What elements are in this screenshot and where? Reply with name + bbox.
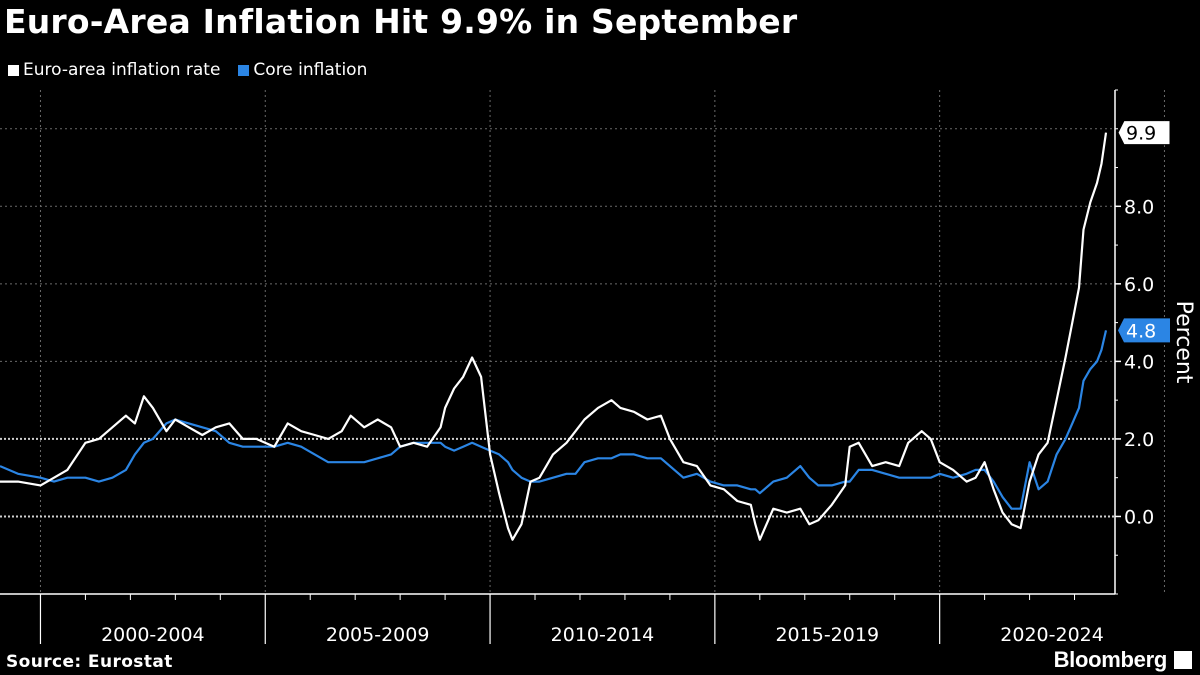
y-tick-label: 0.0 [1124,506,1154,528]
legend-swatch-core [238,64,250,76]
series-line-headline [0,132,1108,541]
end-label-core: 4.8 [1118,318,1170,343]
end-label-text: 4.8 [1126,320,1156,342]
x-period-label: 2005-2009 [326,624,430,646]
series-line-core [0,330,1108,510]
terminal-icon [1174,651,1192,669]
chart-title: Euro-Area Inflation Hit 9.9% in Septembe… [4,2,798,41]
end-label-headline: 9.9 [1117,120,1171,146]
y-tick-label: 2.0 [1124,429,1154,451]
legend: Euro-area inflation rate Core inflation [8,60,385,80]
legend-swatch-headline [8,64,19,76]
grid-lines [0,90,1165,594]
bloomberg-logo: Bloomberg [1053,647,1168,672]
y-tick-label: 6.0 [1124,274,1154,296]
x-period-label: 2000-2004 [101,624,205,646]
source-note: Source: Eurostat [6,652,173,672]
legend-item-headline: Euro-area inflation rate [8,60,220,80]
y-tick-label: 8.0 [1124,196,1154,218]
x-period-label: 2010-2014 [551,624,655,646]
x-period-label: 2015-2019 [775,624,879,646]
y-axis-label: Percent [1171,301,1196,384]
y-tick-label: 4.0 [1124,351,1154,373]
legend-label-core: Core inflation [253,60,368,80]
legend-item-core: Core inflation [238,60,367,80]
end-label-text: 9.9 [1126,123,1156,145]
end-label-box [1118,318,1170,343]
legend-label-headline: Euro-area inflation rate [23,60,221,80]
x-period-label: 2020-2024 [1000,624,1104,646]
end-label-box [1117,120,1171,146]
